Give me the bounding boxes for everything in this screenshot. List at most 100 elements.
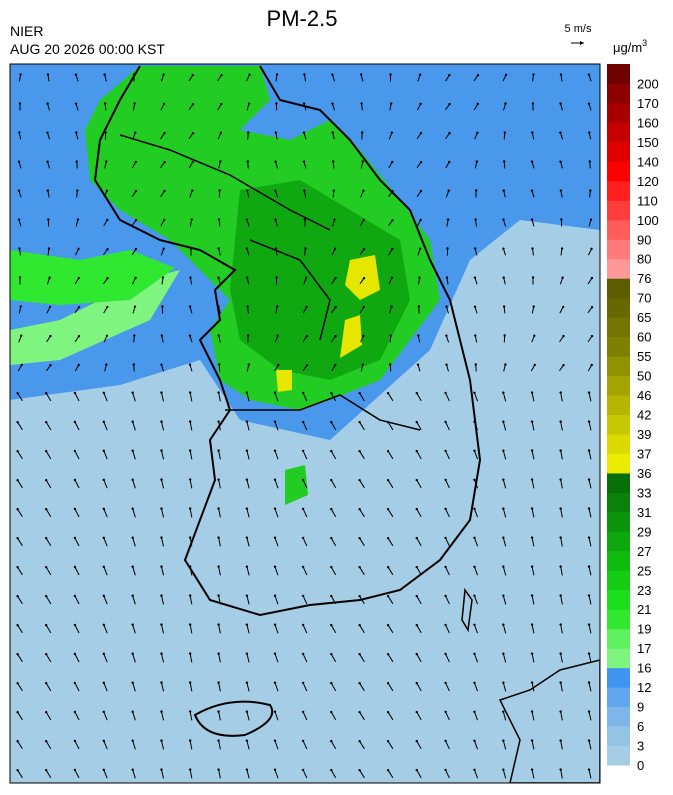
wind-arrow-head xyxy=(73,710,77,714)
colorbar-segment xyxy=(607,628,630,649)
wind-arrow-head xyxy=(131,565,134,568)
colorbar-segment xyxy=(607,356,630,377)
wind-arrow-head xyxy=(188,507,192,510)
wind-arrow-head xyxy=(417,334,420,337)
wind-arrow-head xyxy=(246,305,249,308)
wind-arrow-head xyxy=(217,768,220,771)
wind-arrow-head xyxy=(559,73,563,76)
wind-arrow-head xyxy=(587,594,591,597)
wind-arrow xyxy=(74,711,80,721)
wind-arrow xyxy=(302,566,308,576)
wind-arrow xyxy=(473,769,479,779)
wind-arrow-head xyxy=(504,363,507,366)
wind-arrow-head xyxy=(188,710,192,713)
wind-arrow-head xyxy=(473,305,477,308)
colorbar-segment xyxy=(607,375,630,396)
wind-arrow xyxy=(218,769,221,779)
wind-arrow-head xyxy=(246,334,250,337)
colorbar-label: 90 xyxy=(637,232,651,247)
wind-arrow xyxy=(560,392,563,402)
wind-arrow xyxy=(45,566,52,576)
wind-arrow xyxy=(274,682,279,692)
wind-arrow-head xyxy=(189,276,192,279)
wind-arrow-head xyxy=(188,681,192,684)
colorbar-segment xyxy=(607,180,630,201)
wind-arrow-head xyxy=(358,449,361,453)
wind-arrow-head xyxy=(245,768,249,771)
wind-arrow-head xyxy=(102,478,105,482)
wind-arrow-head xyxy=(561,305,565,309)
wind-arrow-head xyxy=(330,681,333,685)
colorbar-segment xyxy=(607,726,630,747)
wind-arrow-head xyxy=(590,305,594,309)
wind-arrow xyxy=(132,769,136,779)
wind-arrow xyxy=(416,740,422,750)
wind-arrow-head xyxy=(245,218,249,221)
wind-arrow-head xyxy=(48,276,51,279)
wind-arrow-head xyxy=(473,768,476,771)
wind-arrow xyxy=(416,450,422,460)
wind-arrow xyxy=(473,711,479,721)
wind-arrow xyxy=(359,392,365,402)
wind-arrow-head xyxy=(301,565,305,569)
wind-arrow-head xyxy=(301,623,305,627)
wind-arrow-head xyxy=(134,218,138,222)
wind-arrow-head xyxy=(330,710,333,714)
colorbar-label: 0 xyxy=(637,758,644,773)
wind-arrow xyxy=(445,769,450,779)
wind-arrow-head xyxy=(77,305,81,309)
wind-arrow-head xyxy=(502,449,505,452)
wind-arrow-head xyxy=(44,420,48,424)
wind-arrow-head xyxy=(160,363,163,366)
wind-arrow-head xyxy=(274,218,277,221)
colorbar-segment xyxy=(607,102,630,123)
wind-arrow xyxy=(103,711,108,721)
wind-arrow-head xyxy=(386,594,390,598)
wind-arrow-head xyxy=(473,652,476,655)
wind-arrow-head xyxy=(444,594,447,598)
wind-arrow xyxy=(387,479,394,489)
unit-exponent: 3 xyxy=(642,38,647,48)
wind-arrow-head xyxy=(330,739,333,743)
wind-arrow-head xyxy=(245,710,249,713)
colorbar-segment xyxy=(607,64,630,84)
agency: NIER xyxy=(10,23,43,39)
wind-arrow xyxy=(45,740,52,750)
wind-arrow xyxy=(473,624,479,634)
wind-arrow-head xyxy=(217,247,220,250)
wind-arrow-head xyxy=(389,102,393,105)
wind-arrow-head xyxy=(415,391,418,395)
wind-arrow-head xyxy=(46,189,50,192)
wind-arrow-head xyxy=(245,536,249,539)
wind-arrow-head xyxy=(386,478,390,482)
wind-arrow-head xyxy=(530,652,534,655)
wind-arrow-head xyxy=(559,160,562,163)
wind-arrow-head xyxy=(502,768,505,771)
wind-arrow xyxy=(330,595,337,605)
wind-arrow xyxy=(330,508,337,518)
wind-arrow xyxy=(560,740,563,750)
wind-arrow-head xyxy=(530,681,534,684)
wind-arrow xyxy=(302,595,308,605)
wind-arrow-head xyxy=(74,102,78,105)
wind-arrow xyxy=(132,479,136,489)
wind-arrow-head xyxy=(102,420,105,424)
wind-arrow-head xyxy=(247,102,251,105)
wind-arrow xyxy=(189,537,193,547)
wind-arrow xyxy=(132,711,136,721)
wind-arrow-head xyxy=(16,711,19,714)
wind-arrow-head xyxy=(131,478,134,481)
wind-arrow xyxy=(588,682,592,692)
wind-arrow xyxy=(502,624,507,634)
wind-arrow-head xyxy=(530,594,534,597)
wind-arrow-head xyxy=(102,391,105,395)
wind-arrow-head xyxy=(330,420,333,424)
wind-arrow-head xyxy=(504,102,507,105)
wind-arrow-head xyxy=(73,623,77,627)
wind-arrow xyxy=(330,537,337,547)
wind-arrow-head xyxy=(386,623,390,627)
colorbar-label: 110 xyxy=(637,193,658,208)
colorbar-segment xyxy=(607,570,630,591)
wind-arrow-head xyxy=(334,334,337,338)
wind-arrow-head xyxy=(73,594,77,598)
